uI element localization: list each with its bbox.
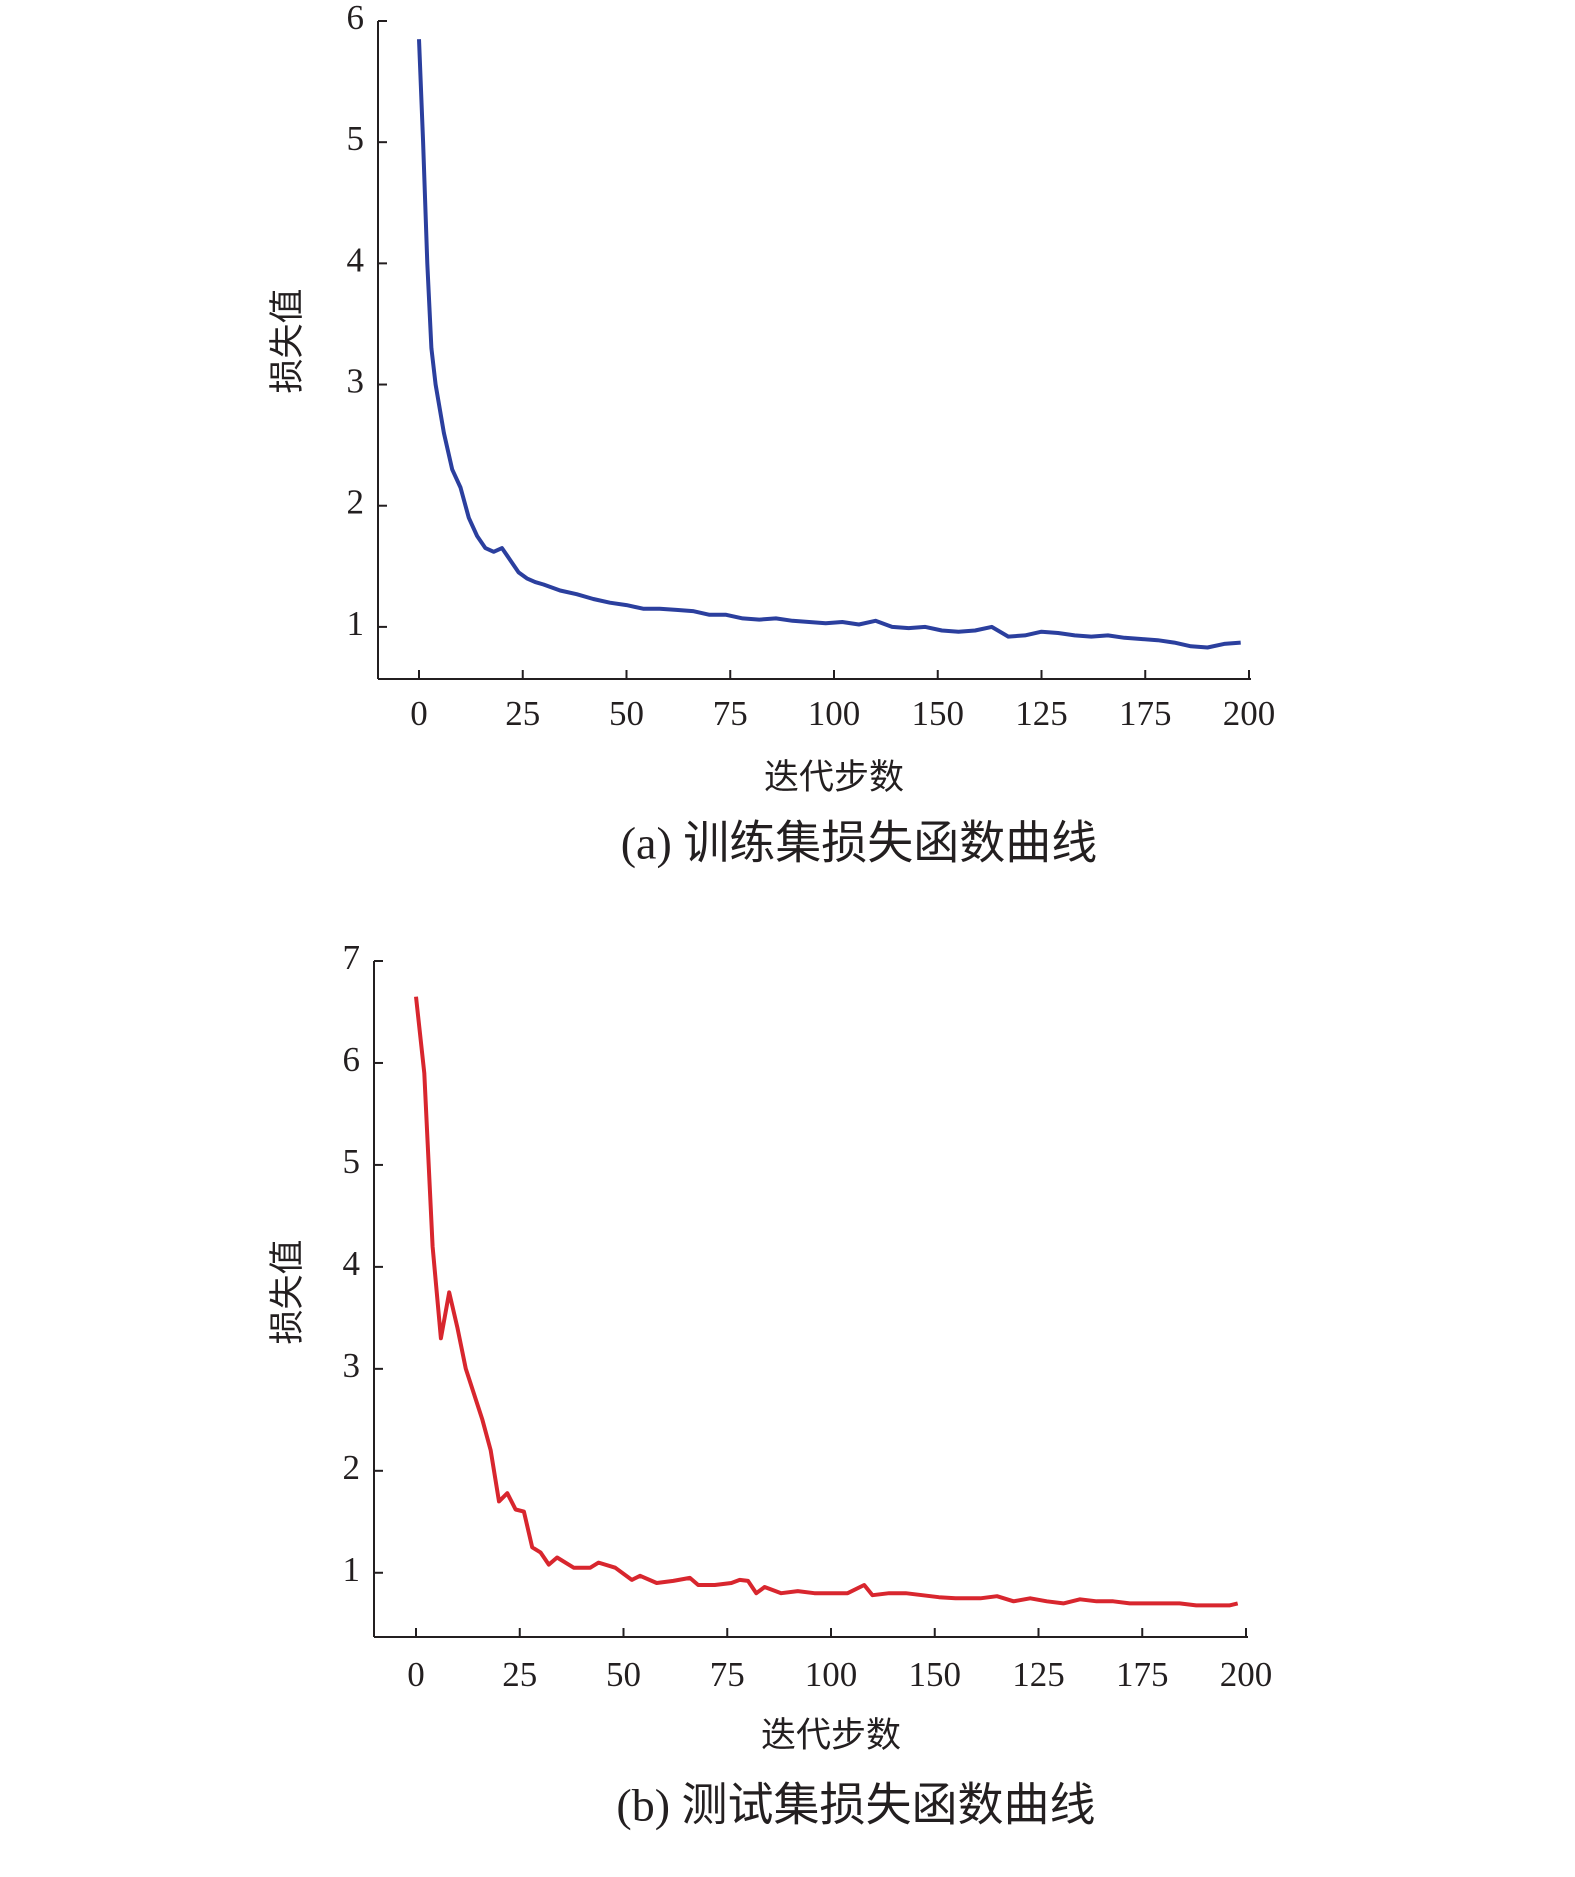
- x-tick-label: 25: [505, 694, 540, 733]
- x-tick-label: 150: [909, 1655, 962, 1694]
- x-tick-label: 125: [1015, 694, 1068, 733]
- y-tick-label: 3: [347, 362, 365, 401]
- y-tick-label: 4: [343, 1244, 361, 1283]
- y-tick-label: 6: [343, 1040, 361, 1079]
- y-tick-label: 5: [347, 119, 365, 158]
- y-axis-label: 损失值: [268, 288, 307, 393]
- y-tick-label: 3: [343, 1346, 361, 1385]
- y-tick-label: 1: [343, 1550, 361, 1589]
- y-tick-label: 4: [347, 240, 365, 279]
- x-tick-label: 100: [805, 1655, 858, 1694]
- x-tick-label: 200: [1223, 694, 1276, 733]
- x-tick-label: 175: [1119, 694, 1172, 733]
- x-tick-label: 75: [713, 694, 748, 733]
- y-axis-label: 损失值: [268, 1239, 307, 1344]
- x-tick-label: 75: [710, 1655, 745, 1694]
- x-tick-label: 50: [609, 694, 644, 733]
- y-tick-label: 7: [343, 938, 361, 977]
- x-tick-label: 100: [808, 694, 861, 733]
- y-tick-label: 1: [347, 604, 365, 643]
- x-tick-label: 150: [912, 694, 965, 733]
- x-tick-label: 0: [407, 1655, 425, 1694]
- x-tick-label: 0: [410, 694, 428, 733]
- x-axis-label: 迭代步数: [761, 1716, 901, 1755]
- x-tick-label: 200: [1220, 1655, 1273, 1694]
- x-tick-label: 50: [606, 1655, 641, 1694]
- loss-line: [414, 996, 1239, 1608]
- y-tick-label: 2: [343, 1448, 361, 1487]
- x-tick-label: 25: [502, 1655, 537, 1694]
- loss-line: [417, 39, 1241, 650]
- y-tick-label: 6: [347, 0, 365, 37]
- y-tick-label: 2: [347, 483, 365, 522]
- y-tick-label: 5: [343, 1142, 361, 1181]
- caption: (a) 训练集损失函数曲线: [621, 818, 1098, 869]
- caption: (b) 测试集损失函数曲线: [616, 1780, 1095, 1831]
- x-tick-label: 175: [1116, 1655, 1169, 1694]
- x-axis-label: 迭代步数: [764, 758, 904, 797]
- x-tick-label: 125: [1012, 1655, 1065, 1694]
